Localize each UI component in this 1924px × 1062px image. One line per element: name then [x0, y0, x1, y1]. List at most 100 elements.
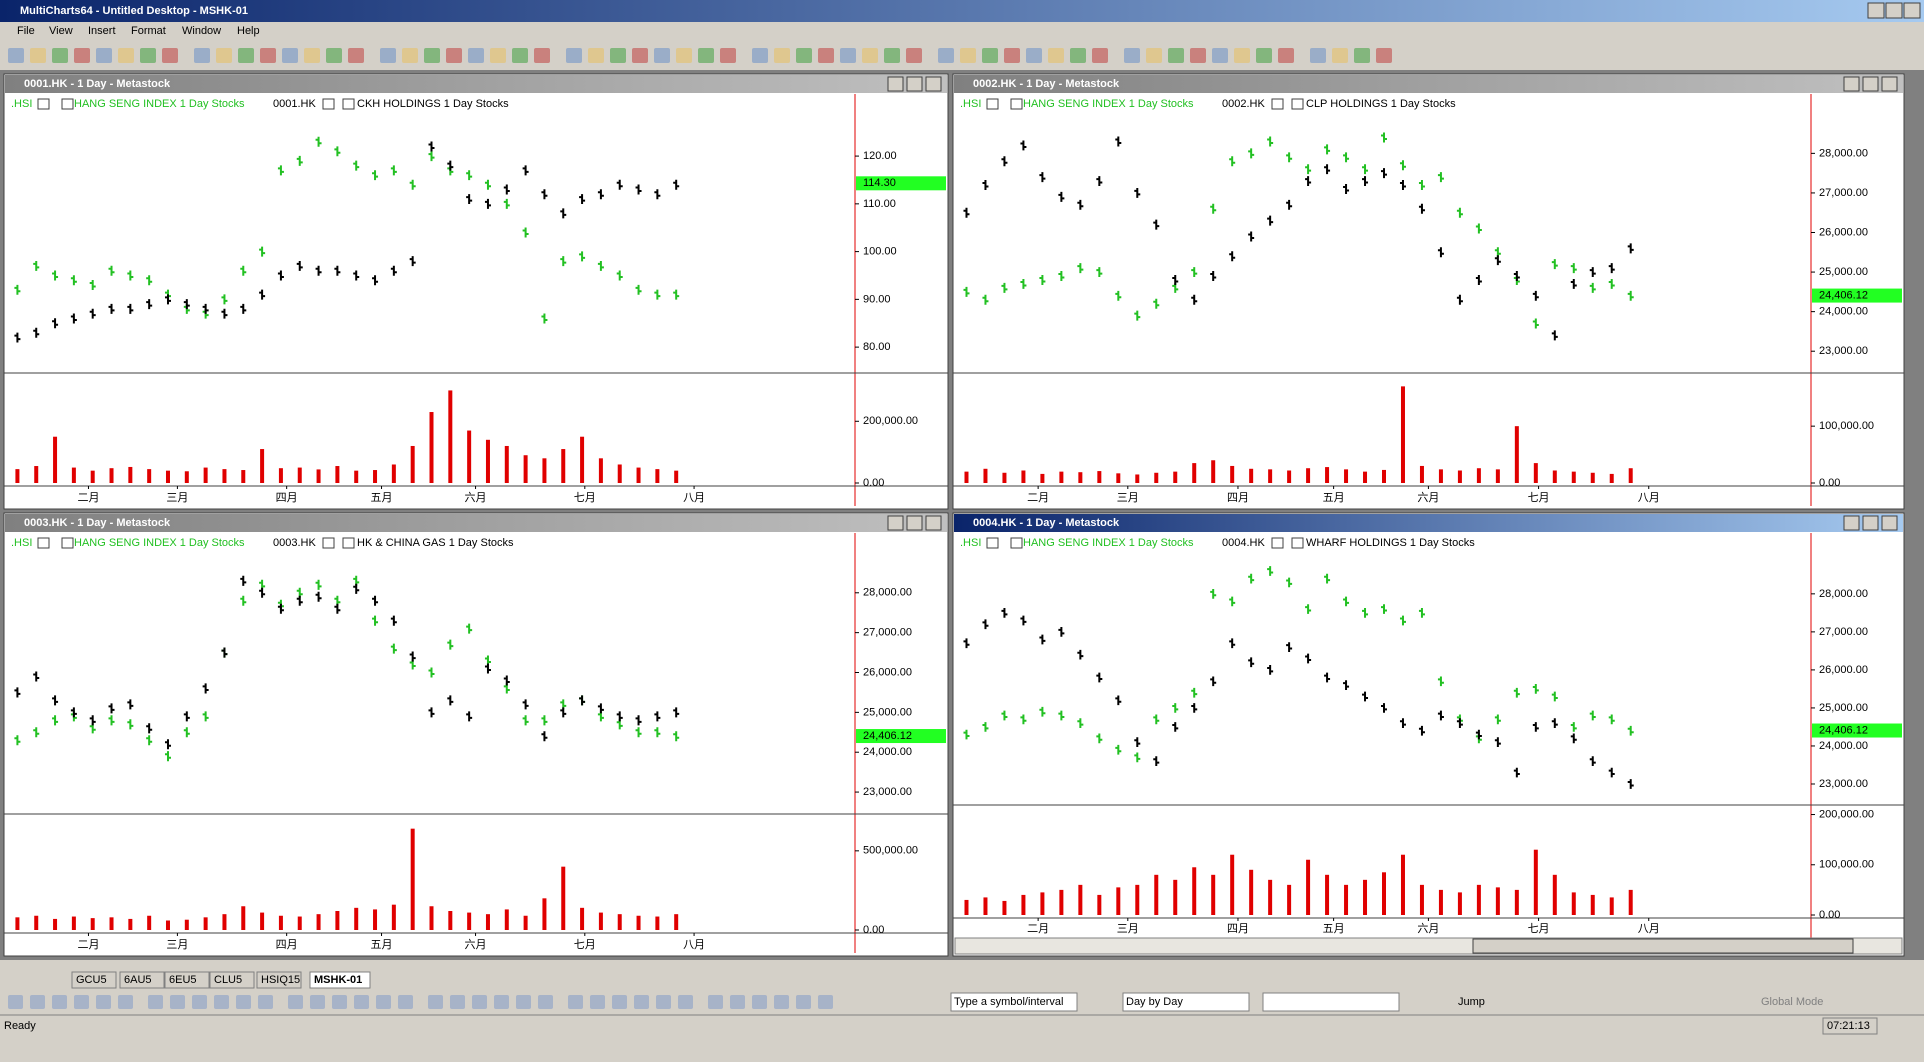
drawing-tool-button[interactable]: [332, 995, 347, 1009]
toolbar-button[interactable]: [1146, 48, 1162, 63]
legend-dropdown[interactable]: [342, 98, 355, 110]
toolbar-button[interactable]: [534, 48, 550, 63]
global-mode-button[interactable]: Global Mode: [1761, 996, 1823, 1008]
tab[interactable]: [119, 971, 165, 989]
toolbar-button[interactable]: [1278, 48, 1294, 63]
tab[interactable]: [209, 971, 255, 989]
drawing-tool-button[interactable]: [634, 995, 649, 1009]
drawing-tool-button[interactable]: [192, 995, 207, 1009]
toolbar-button[interactable]: [238, 48, 254, 63]
legend-dropdown[interactable]: [61, 98, 74, 110]
drawing-tool-button[interactable]: [52, 995, 67, 1009]
drawing-tool-button[interactable]: [774, 995, 789, 1009]
toolbar-button[interactable]: [1256, 48, 1272, 63]
drawing-tool-button[interactable]: [428, 995, 443, 1009]
drawing-tool-button[interactable]: [656, 995, 671, 1009]
tab-label[interactable]: CLU5: [214, 974, 242, 986]
toolbar-button[interactable]: [282, 48, 298, 63]
toolbar-button[interactable]: [1168, 48, 1184, 63]
drawing-tool-button[interactable]: [8, 995, 23, 1009]
maximize-button[interactable]: [1885, 2, 1903, 19]
window-close-button[interactable]: [925, 515, 942, 531]
toolbar-button[interactable]: [380, 48, 396, 63]
toolbar-button[interactable]: [8, 48, 24, 63]
window-min-button[interactable]: [887, 76, 904, 92]
toolbar-button[interactable]: [348, 48, 364, 63]
window-close-button[interactable]: [1881, 515, 1898, 531]
drawing-tool-button[interactable]: [376, 995, 391, 1009]
drawing-tool-button[interactable]: [74, 995, 89, 1009]
drawing-tool-button[interactable]: [118, 995, 133, 1009]
tab-label[interactable]: 6EU5: [169, 974, 197, 986]
window-max-button[interactable]: [1862, 515, 1879, 531]
drawing-tool-button[interactable]: [516, 995, 531, 1009]
drawing-tool-button[interactable]: [818, 995, 833, 1009]
toolbar-button[interactable]: [162, 48, 178, 63]
drawing-tool-button[interactable]: [170, 995, 185, 1009]
drawing-tool-button[interactable]: [398, 995, 413, 1009]
toolbar-button[interactable]: [566, 48, 582, 63]
minimize-button[interactable]: [1867, 2, 1885, 19]
menu-item[interactable]: File: [17, 25, 35, 37]
toolbar-button[interactable]: [52, 48, 68, 63]
toolbar-button[interactable]: [840, 48, 856, 63]
toolbar-button[interactable]: [96, 48, 112, 63]
legend-dropdown[interactable]: [1291, 537, 1304, 549]
window-min-button[interactable]: [887, 515, 904, 531]
legend-dropdown[interactable]: [986, 537, 999, 549]
toolbar-button[interactable]: [74, 48, 90, 63]
toolbar-button[interactable]: [1212, 48, 1228, 63]
toolbar-button[interactable]: [1092, 48, 1108, 63]
toolbar-button[interactable]: [906, 48, 922, 63]
drawing-tool-button[interactable]: [310, 995, 325, 1009]
toolbar-button[interactable]: [140, 48, 156, 63]
toolbar-button[interactable]: [676, 48, 692, 63]
toolbar-button[interactable]: [216, 48, 232, 63]
drawing-tool-button[interactable]: [678, 995, 693, 1009]
drawing-tool-button[interactable]: [354, 995, 369, 1009]
window-max-button[interactable]: [906, 515, 923, 531]
toolbar-button[interactable]: [698, 48, 714, 63]
drawing-tool-button[interactable]: [796, 995, 811, 1009]
date-combo[interactable]: [1262, 992, 1400, 1012]
legend-dropdown[interactable]: [37, 98, 50, 110]
legend-dropdown[interactable]: [61, 537, 74, 549]
drawing-tool-button[interactable]: [148, 995, 163, 1009]
legend-dropdown[interactable]: [342, 537, 355, 549]
drawing-tool-button[interactable]: [214, 995, 229, 1009]
menu-item[interactable]: Window: [182, 25, 221, 37]
drawing-tool-button[interactable]: [612, 995, 627, 1009]
legend-dropdown[interactable]: [1291, 98, 1304, 110]
drawing-tool-button[interactable]: [450, 995, 465, 1009]
toolbar-button[interactable]: [1310, 48, 1326, 63]
menu-item[interactable]: Insert: [88, 25, 116, 37]
tab[interactable]: [256, 971, 302, 989]
toolbar-button[interactable]: [490, 48, 506, 63]
drawing-tool-button[interactable]: [568, 995, 583, 1009]
toolbar-button[interactable]: [326, 48, 342, 63]
toolbar-button[interactable]: [194, 48, 210, 63]
window-min-button[interactable]: [1843, 515, 1860, 531]
menu-item[interactable]: Help: [237, 25, 260, 37]
drawing-tool-button[interactable]: [288, 995, 303, 1009]
tab[interactable]: [164, 971, 210, 989]
tab-label[interactable]: 6AU5: [124, 974, 152, 986]
window-min-button[interactable]: [1843, 76, 1860, 92]
symbol-combo[interactable]: [950, 992, 1078, 1012]
toolbar-button[interactable]: [796, 48, 812, 63]
drawing-tool-button[interactable]: [538, 995, 553, 1009]
toolbar-button[interactable]: [720, 48, 736, 63]
toolbar-button[interactable]: [468, 48, 484, 63]
drawing-tool-button[interactable]: [590, 995, 605, 1009]
toolbar-button[interactable]: [632, 48, 648, 63]
legend-dropdown[interactable]: [1010, 537, 1023, 549]
toolbar-button[interactable]: [588, 48, 604, 63]
legend-dropdown[interactable]: [322, 98, 335, 110]
tab-label[interactable]: MSHK-01: [314, 974, 362, 986]
drawing-tool-button[interactable]: [708, 995, 723, 1009]
drawing-tool-button[interactable]: [752, 995, 767, 1009]
jump-button[interactable]: Jump: [1458, 996, 1485, 1008]
toolbar-button[interactable]: [512, 48, 528, 63]
legend-dropdown[interactable]: [1271, 537, 1284, 549]
toolbar-button[interactable]: [1190, 48, 1206, 63]
